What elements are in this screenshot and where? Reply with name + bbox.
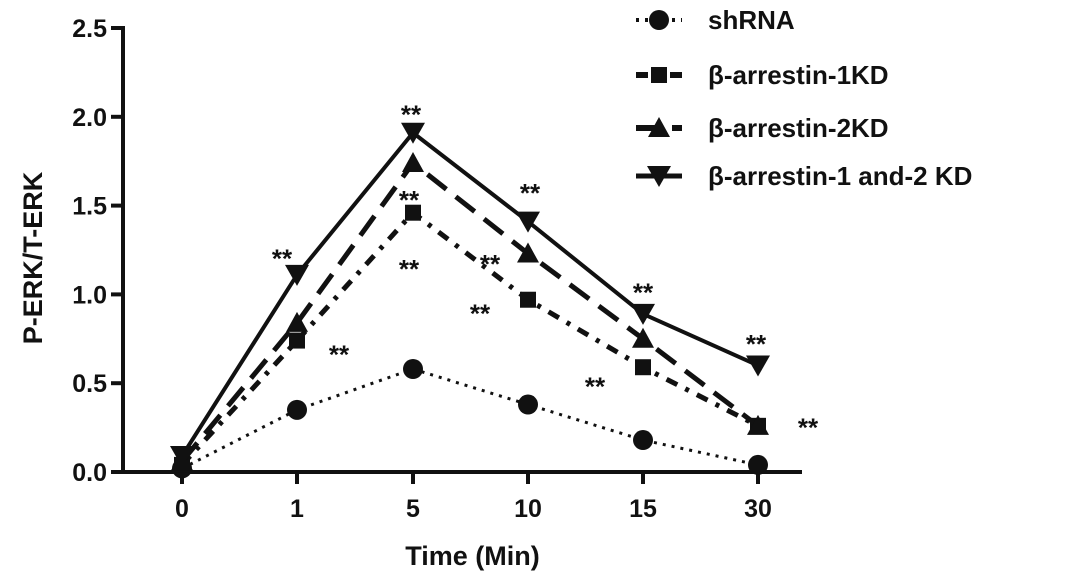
y-axis-title: P-ERK/T-ERK <box>18 171 48 344</box>
data-point <box>520 291 536 308</box>
data-point <box>287 399 307 420</box>
legend-item: shRNA <box>636 5 795 35</box>
data-point <box>516 211 540 233</box>
data-point <box>402 151 424 172</box>
axes: 0.00.51.01.52.02.5 0 1 5 10 15 30 <box>72 15 802 523</box>
legend-marker <box>647 166 671 187</box>
significance-marker: ** <box>746 329 767 359</box>
data-point <box>170 446 194 468</box>
significance-marker: ** <box>520 178 541 208</box>
y-tick-label: 2.0 <box>72 104 107 132</box>
data-point <box>517 242 539 263</box>
significance-marker: ** <box>480 249 501 279</box>
y-tick-label: 0.0 <box>72 459 107 487</box>
data-point <box>635 359 651 376</box>
significance-annotations: ** ** ** ** ** ** ** ** ** ** ** ** <box>272 100 819 443</box>
data-point <box>285 264 309 286</box>
significance-marker: ** <box>401 100 422 130</box>
significance-marker: ** <box>399 185 420 215</box>
data-point <box>633 430 653 451</box>
legend-label: shRNA <box>708 5 795 35</box>
series-line <box>180 159 760 463</box>
legend-item: β-arrestin-1 and-2 KD <box>636 161 972 191</box>
x-tick-label: 0 <box>175 495 189 523</box>
x-tick-label: 30 <box>744 495 772 523</box>
data-point <box>746 355 770 377</box>
series-1 <box>174 204 766 473</box>
significance-marker: ** <box>798 412 819 442</box>
significance-marker: ** <box>399 254 420 284</box>
y-tick-label: 2.5 <box>72 15 107 43</box>
x-tick-label: 1 <box>290 495 304 523</box>
legend-marker <box>648 117 670 137</box>
legend-item: β-arrestin-2KD <box>636 113 889 143</box>
significance-marker: ** <box>585 371 606 401</box>
plot-series <box>170 122 770 479</box>
data-point <box>518 394 538 415</box>
legend-item: β-arrestin-1KD <box>636 60 889 90</box>
series-3 <box>170 122 770 468</box>
x-axis-ticks: 0 1 5 10 15 30 <box>175 472 772 523</box>
y-tick-label: 1.0 <box>72 281 107 309</box>
series-line <box>180 209 760 467</box>
significance-marker: ** <box>272 244 293 274</box>
x-axis-title: Time (Min) <box>405 541 540 571</box>
legend-label: β-arrestin-1 and-2 KD <box>708 161 972 191</box>
data-point <box>631 303 655 325</box>
y-tick-label: 0.5 <box>72 370 107 398</box>
y-tick-label: 1.5 <box>72 193 107 221</box>
legend-label: β-arrestin-2KD <box>708 113 889 143</box>
x-tick-label: 10 <box>514 495 542 523</box>
series-2 <box>171 151 769 471</box>
significance-marker: ** <box>329 339 350 369</box>
legend-label: β-arrestin-1KD <box>708 60 889 90</box>
data-point <box>401 122 425 144</box>
data-point <box>405 204 421 221</box>
data-point <box>289 332 305 349</box>
series-line <box>180 130 759 458</box>
legend-marker <box>649 10 669 30</box>
legend-marker <box>651 67 667 83</box>
series-0 <box>172 358 768 479</box>
x-tick-label: 15 <box>629 495 657 523</box>
x-tick-label: 5 <box>406 495 420 523</box>
significance-marker: ** <box>470 299 491 329</box>
data-point <box>748 454 768 475</box>
data-point <box>632 327 654 348</box>
data-point <box>403 358 423 379</box>
data-point <box>286 311 308 332</box>
y-axis-ticks: 0.0 0.5 1.0 1.5 2.0 2.5 <box>72 15 123 487</box>
data-point <box>747 414 769 435</box>
legend: shRNA β-arrestin-1KD β-arrestin-2KD β-arres… <box>636 5 972 191</box>
significance-marker: ** <box>633 277 654 307</box>
